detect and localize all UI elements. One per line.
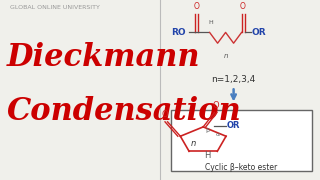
Text: H: H [209,20,213,25]
Text: O: O [162,110,168,119]
Text: OR: OR [252,28,267,37]
Text: H: H [204,151,210,160]
Text: Cyclic β–keto ester: Cyclic β–keto ester [205,163,278,172]
Text: n: n [223,53,228,59]
Text: n=1,2,3,4: n=1,2,3,4 [212,75,256,84]
Text: Condensation: Condensation [6,96,241,127]
Text: α: α [216,132,220,138]
Text: O: O [240,2,245,11]
Text: RO: RO [171,28,186,37]
Text: O: O [213,101,219,110]
FancyArrowPatch shape [231,89,236,99]
Text: OR: OR [226,121,240,130]
Text: Dieckmann: Dieckmann [6,42,200,73]
Text: n: n [191,139,196,148]
Text: β: β [205,128,209,133]
Text: GLOBAL ONLINE UNIVERSITY: GLOBAL ONLINE UNIVERSITY [10,5,100,10]
Text: O: O [193,2,199,11]
Bar [171,110,312,171]
